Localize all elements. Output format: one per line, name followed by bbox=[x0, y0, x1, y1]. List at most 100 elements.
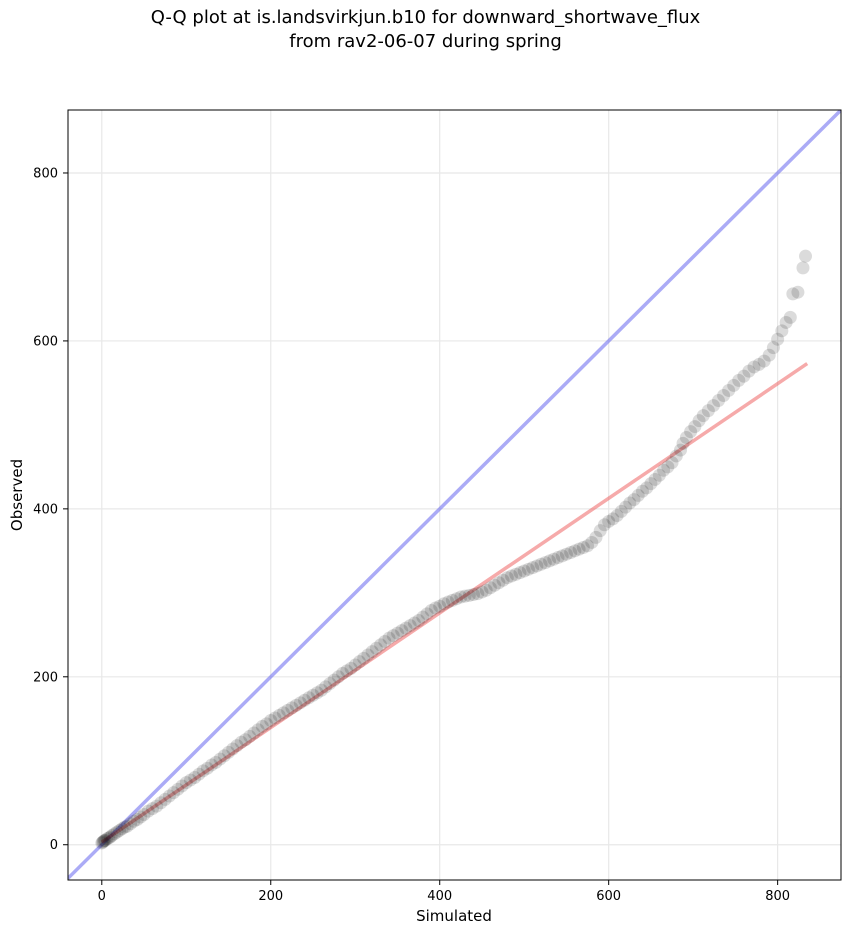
data-point bbox=[652, 468, 666, 482]
data-point bbox=[742, 364, 756, 378]
data-point bbox=[97, 834, 111, 848]
data-point bbox=[412, 614, 426, 628]
data-point bbox=[167, 786, 181, 800]
data-point bbox=[585, 535, 599, 549]
data-point bbox=[534, 557, 548, 571]
y-tick-label: 200 bbox=[33, 670, 58, 685]
data-point bbox=[361, 648, 375, 662]
data-point bbox=[323, 677, 337, 691]
data-point bbox=[505, 569, 519, 583]
grid bbox=[68, 110, 841, 880]
data-point bbox=[722, 383, 736, 397]
data-point bbox=[293, 696, 307, 710]
data-point bbox=[171, 782, 185, 796]
data-point bbox=[102, 831, 116, 845]
data-point bbox=[479, 583, 493, 597]
chart-title-line-1: Q-Q plot at is.landsvirkjun.b10 for down… bbox=[150, 7, 701, 28]
data-point bbox=[757, 354, 771, 368]
data-point bbox=[614, 504, 628, 518]
data-point bbox=[635, 484, 649, 498]
y-tick-label: 800 bbox=[33, 166, 58, 181]
data-point bbox=[555, 549, 569, 563]
data-point bbox=[336, 666, 350, 680]
data-point bbox=[141, 804, 155, 818]
data-point bbox=[779, 315, 793, 329]
data-point bbox=[348, 658, 362, 672]
data-point bbox=[251, 723, 265, 737]
data-point bbox=[538, 556, 552, 570]
data-point bbox=[669, 449, 683, 463]
data-point bbox=[179, 776, 193, 790]
data-point bbox=[226, 742, 240, 756]
data-point bbox=[120, 819, 134, 833]
data-point bbox=[589, 530, 603, 544]
data-point bbox=[619, 500, 633, 514]
data-point bbox=[688, 420, 702, 434]
data-point bbox=[395, 624, 409, 638]
data-point bbox=[268, 711, 282, 725]
data-point bbox=[365, 645, 379, 659]
data-point bbox=[696, 409, 710, 423]
data-point bbox=[200, 761, 214, 775]
data-point bbox=[378, 635, 392, 649]
data-point bbox=[357, 651, 371, 665]
data-point bbox=[110, 825, 124, 839]
data-point bbox=[437, 597, 451, 611]
data-point bbox=[150, 799, 164, 813]
data-point bbox=[285, 701, 299, 715]
data-point bbox=[543, 554, 557, 568]
data-point bbox=[467, 588, 481, 602]
y-tick-label: 400 bbox=[33, 502, 58, 517]
data-point bbox=[602, 514, 616, 528]
data-point bbox=[661, 460, 675, 474]
data-point bbox=[247, 726, 261, 740]
data-point bbox=[289, 698, 303, 712]
data-point bbox=[96, 835, 110, 849]
data-point bbox=[319, 680, 333, 694]
data-point bbox=[175, 779, 189, 793]
data-point bbox=[799, 249, 813, 263]
data-point bbox=[327, 673, 341, 687]
data-point bbox=[134, 810, 148, 824]
data-point bbox=[96, 834, 110, 848]
data-point bbox=[115, 822, 129, 836]
data-point bbox=[374, 638, 388, 652]
data-point bbox=[509, 567, 523, 581]
data-point bbox=[399, 621, 413, 635]
data-point bbox=[205, 758, 219, 772]
data-point bbox=[264, 713, 278, 727]
data-point bbox=[547, 552, 561, 566]
data-point bbox=[369, 641, 383, 655]
data-point bbox=[766, 341, 780, 355]
data-point bbox=[684, 425, 698, 439]
data-point bbox=[513, 566, 527, 580]
data-point bbox=[783, 310, 797, 324]
data-point bbox=[450, 592, 464, 606]
data-point bbox=[471, 587, 485, 601]
data-point bbox=[98, 834, 112, 848]
data-point bbox=[276, 706, 290, 720]
data-point bbox=[314, 683, 328, 697]
data-point bbox=[496, 573, 510, 587]
data-point bbox=[752, 357, 766, 371]
y-tick-label: 600 bbox=[33, 334, 58, 349]
data-point bbox=[692, 414, 706, 428]
data-point bbox=[644, 477, 658, 491]
data-point bbox=[441, 595, 455, 609]
data-point bbox=[344, 661, 358, 675]
data-point bbox=[732, 373, 746, 387]
data-point bbox=[771, 332, 785, 346]
data-point bbox=[640, 481, 654, 495]
chart-title-line-2: from rav2-06-07 during spring bbox=[289, 31, 562, 52]
data-point bbox=[100, 832, 114, 846]
data-point bbox=[521, 562, 535, 576]
y-axis-label: Observed bbox=[8, 459, 26, 531]
data-point bbox=[298, 693, 312, 707]
data-point bbox=[717, 388, 731, 402]
data-point bbox=[386, 629, 400, 643]
data-point bbox=[113, 823, 127, 837]
data-point bbox=[673, 443, 687, 457]
data-point bbox=[420, 607, 434, 621]
data-point bbox=[238, 733, 252, 747]
